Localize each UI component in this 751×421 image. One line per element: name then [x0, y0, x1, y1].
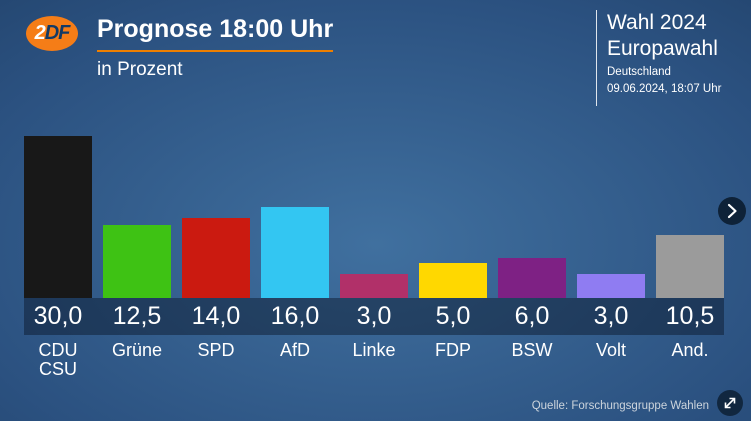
- bar-column-bsw: 6,0 BSW: [498, 258, 566, 379]
- bar-column-spd: 14,0 SPD: [182, 218, 250, 379]
- election-info-box: Wahl 2024 Europawahl Deutschland 09.06.2…: [596, 10, 745, 106]
- bar-value-andere: 10,5: [665, 302, 715, 330]
- source-credit: Quelle: Forschungsgruppe Wahlen: [531, 400, 709, 412]
- bar-label-spd: SPD: [197, 340, 235, 360]
- bar-value-spd: 14,0: [191, 302, 241, 330]
- bar-column-cdu-csu: 30,0 CDU CSU: [24, 136, 92, 379]
- bar-value-cdu-csu: 30,0: [33, 302, 83, 330]
- page-title: Prognose 18:00 Uhr: [97, 15, 334, 43]
- bar-column-gruene: 12,5 Grüne: [103, 225, 171, 379]
- bar-label-cdu-csu: CDU CSU: [38, 340, 78, 379]
- bar-value-fdp: 5,0: [435, 302, 471, 330]
- expand-arrows-icon: [717, 390, 743, 416]
- bar-label-linke: Linke: [352, 340, 396, 360]
- bar-andere: [656, 235, 724, 298]
- bar-label-andere: And.: [671, 340, 709, 360]
- bar-column-fdp: 5,0 FDP: [419, 263, 487, 379]
- bar-fdp: [419, 263, 487, 298]
- zdf-logo-2: 2: [34, 22, 46, 44]
- zdf-logo: 2 DF: [26, 16, 78, 51]
- bar-afd: [261, 207, 329, 298]
- chevron-right-icon: [719, 198, 745, 224]
- election-name: Wahl 2024: [607, 11, 707, 34]
- bar-bsw: [498, 258, 566, 298]
- bar-spd: [182, 218, 250, 298]
- bar-label-afd: AfD: [279, 340, 310, 360]
- header-title-block: Prognose 18:00 Uhr in Prozent: [97, 15, 334, 81]
- election-type: Europawahl: [607, 37, 718, 60]
- bar-column-volt: 3,0 Volt: [577, 274, 645, 379]
- bar-volt: [577, 274, 645, 298]
- bar-value-linke: 3,0: [356, 302, 392, 330]
- page-subtitle: in Prozent: [97, 59, 183, 80]
- bar-column-linke: 3,0 Linke: [340, 274, 408, 379]
- bar-gruene: [103, 225, 171, 298]
- election-region: Deutschland: [607, 66, 671, 78]
- bar-value-gruene: 12,5: [112, 302, 162, 330]
- bar-value-bsw: 6,0: [514, 302, 550, 330]
- bar-label-fdp: FDP: [435, 340, 471, 360]
- bar-linke: [340, 274, 408, 298]
- bar-column-andere: 10,5 And.: [656, 235, 724, 379]
- bar-label-bsw: BSW: [511, 340, 553, 360]
- election-timestamp: 09.06.2024, 18:07 Uhr: [607, 83, 722, 95]
- value-band: [24, 298, 724, 335]
- bar-label-gruene: Grüne: [111, 340, 163, 360]
- title-divider: [97, 50, 334, 52]
- fullscreen-button[interactable]: [717, 390, 743, 416]
- bar-value-volt: 3,0: [593, 302, 629, 330]
- bar-label-volt: Volt: [595, 340, 627, 360]
- next-button[interactable]: [718, 197, 746, 225]
- bar-column-afd: 16,0 AfD: [261, 207, 329, 379]
- bar-cdu-csu: [24, 136, 92, 298]
- bar-value-afd: 16,0: [270, 302, 320, 330]
- zdf-logo-df: DF: [44, 22, 71, 44]
- bar-chart: 30,0 CDU CSU 12,5 Grüne 14,0 SPD 16,0 AfD 3,0 Lin…: [24, 136, 724, 379]
